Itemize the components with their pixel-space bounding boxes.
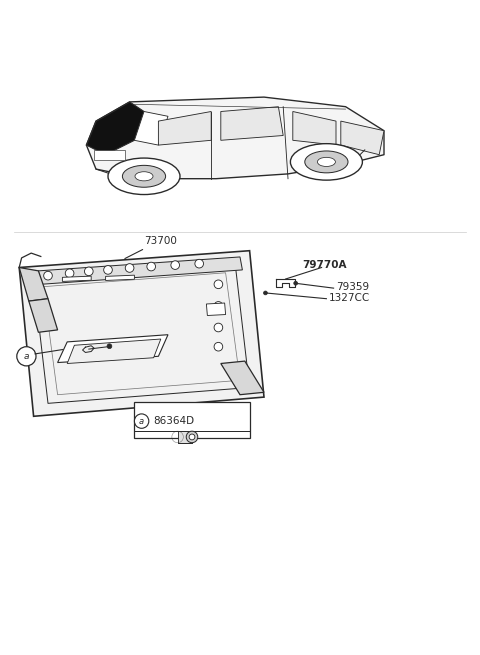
- Polygon shape: [38, 257, 242, 284]
- Polygon shape: [106, 275, 134, 280]
- Circle shape: [44, 271, 52, 280]
- Polygon shape: [341, 121, 384, 155]
- Ellipse shape: [135, 172, 153, 181]
- Circle shape: [147, 262, 156, 271]
- Circle shape: [65, 269, 74, 278]
- Ellipse shape: [317, 157, 336, 166]
- Polygon shape: [206, 303, 226, 316]
- Circle shape: [104, 265, 112, 274]
- Text: 86364D: 86364D: [154, 416, 195, 426]
- Polygon shape: [221, 107, 283, 140]
- Polygon shape: [221, 361, 264, 395]
- Polygon shape: [158, 111, 211, 145]
- Circle shape: [294, 282, 298, 285]
- Ellipse shape: [122, 165, 166, 187]
- Circle shape: [264, 291, 267, 295]
- Text: 79359: 79359: [336, 282, 369, 292]
- Polygon shape: [58, 335, 168, 362]
- Polygon shape: [67, 339, 161, 364]
- Ellipse shape: [290, 143, 362, 180]
- Circle shape: [171, 261, 180, 269]
- Text: 1327CC: 1327CC: [329, 293, 370, 303]
- Polygon shape: [293, 111, 336, 145]
- Polygon shape: [134, 111, 168, 145]
- FancyBboxPatch shape: [134, 402, 250, 438]
- Circle shape: [214, 280, 223, 289]
- Circle shape: [84, 267, 93, 276]
- Polygon shape: [29, 299, 58, 332]
- Text: 73700: 73700: [125, 236, 177, 259]
- Text: a: a: [139, 417, 144, 426]
- Polygon shape: [19, 267, 48, 301]
- Circle shape: [214, 301, 223, 310]
- Polygon shape: [86, 102, 144, 155]
- Polygon shape: [62, 276, 91, 282]
- Ellipse shape: [305, 151, 348, 173]
- Circle shape: [214, 323, 223, 332]
- Text: a: a: [24, 352, 29, 361]
- Ellipse shape: [108, 158, 180, 195]
- Polygon shape: [19, 251, 264, 417]
- Ellipse shape: [186, 431, 198, 443]
- Polygon shape: [86, 97, 384, 179]
- Text: 79770A: 79770A: [302, 259, 347, 269]
- Circle shape: [17, 346, 36, 366]
- Circle shape: [107, 344, 112, 348]
- Ellipse shape: [189, 434, 195, 440]
- Circle shape: [134, 414, 149, 428]
- Circle shape: [125, 264, 134, 272]
- Circle shape: [214, 343, 223, 351]
- Bar: [94, 151, 125, 160]
- Circle shape: [195, 259, 204, 268]
- Bar: [178, 431, 192, 443]
